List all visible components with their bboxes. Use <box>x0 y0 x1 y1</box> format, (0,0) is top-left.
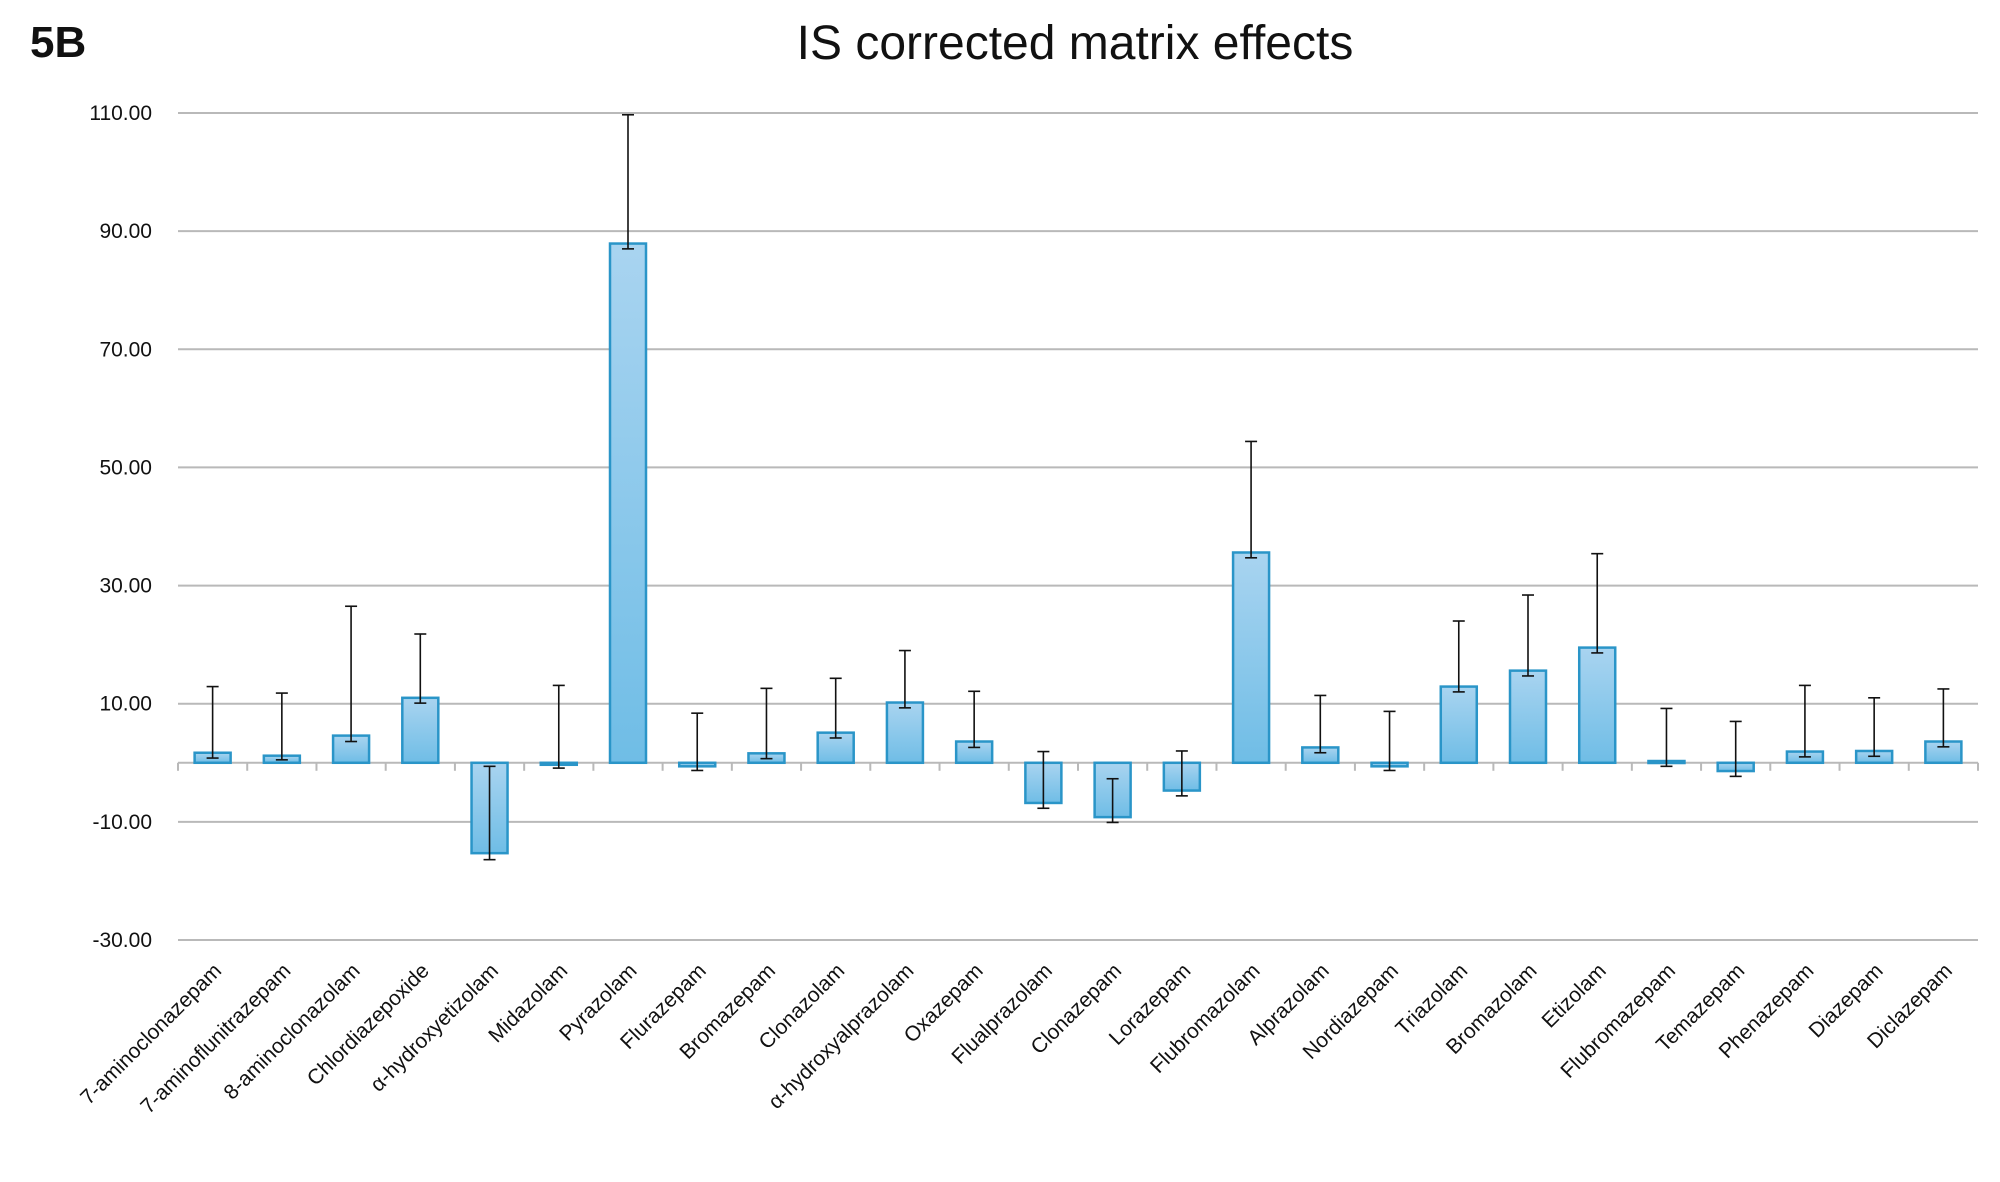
bar <box>608 242 648 765</box>
bar <box>1231 551 1271 765</box>
panel-label: 5B <box>30 18 87 67</box>
y-tick-label: -10.00 <box>92 811 152 834</box>
x-category-label: α-hydroxyetizolam <box>366 959 503 1096</box>
bar <box>1577 646 1617 765</box>
chart-title: IS corrected matrix effects <box>796 17 1354 70</box>
error-bars <box>206 113 1950 861</box>
gridlines <box>178 112 1978 941</box>
y-tick-label: 30.00 <box>99 575 152 598</box>
y-tick-label: 50.00 <box>99 456 152 479</box>
y-tick-label: 90.00 <box>99 220 152 243</box>
x-category-label: 8-aminoclonazolam <box>220 959 365 1104</box>
x-category-label: Chlordiazepoxide <box>303 959 434 1090</box>
bars <box>193 242 1963 855</box>
y-axis-ticks: -30.00 -10.00 10.00 30.00 50.00 70.00 90.00 110… <box>89 102 152 952</box>
x-axis-ticks <box>177 762 1979 771</box>
x-category-label: Etizolam <box>1538 959 1611 1032</box>
y-tick-label: -30.00 <box>92 929 152 952</box>
bar <box>885 701 925 765</box>
y-tick-label: 10.00 <box>99 693 152 716</box>
bar <box>401 696 440 765</box>
bar <box>1439 685 1479 765</box>
y-tick-label: 110.00 <box>89 102 152 125</box>
y-tick-label: 70.00 <box>99 338 152 361</box>
bar <box>1508 669 1548 765</box>
x-axis-labels: 7-aminoclonazepam7-aminoflunitrazepam8-a… <box>76 959 1957 1118</box>
